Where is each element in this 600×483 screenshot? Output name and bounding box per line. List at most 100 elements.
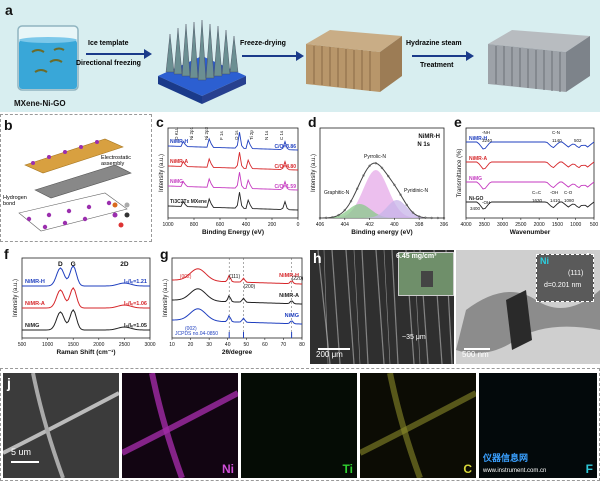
annotation-label: 3240 bbox=[482, 138, 493, 143]
series-label: NiMR-H bbox=[25, 279, 45, 285]
data-point bbox=[374, 161, 378, 165]
dspacing-label: d=0.201 nm bbox=[544, 282, 582, 289]
x-tick-label: 3500 bbox=[479, 222, 490, 228]
series-line-0 bbox=[167, 132, 299, 151]
chart-e-svg: 4000 3500 3000 2500 2000 1500 1000 500 Wavenumbe… bbox=[457, 127, 599, 236]
x-tick-label: 500 bbox=[590, 222, 599, 228]
series-line-3 bbox=[167, 192, 299, 211]
data-point bbox=[424, 216, 427, 219]
x-axis-label: Binding energy (eV) bbox=[351, 229, 412, 236]
plot-frame bbox=[167, 127, 299, 219]
f-map-label: F bbox=[585, 462, 593, 476]
peak-label: O 1s bbox=[234, 130, 239, 140]
annotation-label: 502 bbox=[574, 138, 582, 143]
series-line-0 bbox=[22, 265, 151, 287]
chart-d-svg: 406 404 402 400 398 396 Binding energy (eV) Int… bbox=[311, 127, 448, 236]
chart-g-svg: 10 20 30 40 50 60 70 80 2θ/degree Intensity (a.u.… bbox=[163, 257, 305, 356]
series-line-0 bbox=[171, 268, 303, 285]
x-tick-label: 80 bbox=[299, 342, 305, 348]
plane-label: (111) bbox=[568, 270, 584, 277]
ratio-label: I₀/Iₑ=1.21 bbox=[124, 279, 147, 285]
x-tick-label: 400 bbox=[390, 222, 399, 228]
series-line-1 bbox=[22, 287, 151, 309]
series-line-0 bbox=[466, 141, 595, 150]
panel-label-b: b bbox=[4, 117, 13, 133]
x-axis-label: Raman Shift (cm⁻¹) bbox=[56, 349, 115, 356]
scale-label: 5 um bbox=[11, 447, 32, 457]
c-map-tile: C bbox=[358, 372, 478, 480]
data-point bbox=[386, 174, 390, 178]
x-tick-label: 406 bbox=[316, 222, 325, 228]
series-line-1 bbox=[466, 161, 595, 170]
chart-title: NiMR-H bbox=[418, 134, 440, 140]
step1-top-label: Ice template bbox=[88, 40, 129, 47]
panel-label-f: f bbox=[4, 246, 9, 262]
ratio-label: I₀/Iₑ=1.05 bbox=[124, 323, 147, 329]
envelope-line bbox=[319, 162, 445, 219]
ratio-label: C/O=3.86 bbox=[274, 144, 296, 150]
panel-a-process: a MXene-Ni-GO Ice template Directional f… bbox=[0, 0, 600, 112]
annotation-label: 1080 bbox=[564, 198, 575, 203]
panel-j-eds: j 5 um Ni Ti C 仪器信息网 www.instrument.com.… bbox=[0, 368, 600, 481]
series-line-2 bbox=[167, 172, 299, 191]
beaker-illustration bbox=[17, 25, 79, 91]
density-label: 6.45 mg/cm³ bbox=[396, 253, 437, 260]
x-axis-label: Binding Energy (eV) bbox=[202, 229, 264, 236]
arrow-right-icon bbox=[86, 49, 152, 59]
c-map-label: C bbox=[463, 462, 472, 476]
data-point bbox=[325, 216, 328, 220]
arrow-right-icon bbox=[242, 51, 304, 61]
series-line-2 bbox=[171, 308, 303, 325]
chart-f-raman: f 500 1000 1500 2000 2500 3000 Raman Shift (cm… bbox=[0, 246, 156, 366]
watermark-url: www.instrument.com.cn bbox=[483, 468, 547, 474]
series-label: NiMR-H bbox=[469, 136, 487, 142]
component-fill-0 bbox=[320, 170, 444, 218]
x-tick-label: 50 bbox=[244, 342, 250, 348]
step3-bottom-label: Treatment bbox=[420, 62, 454, 69]
panel-label-d: d bbox=[308, 114, 317, 130]
x-tick-label: 70 bbox=[281, 342, 287, 348]
data-point bbox=[442, 216, 446, 220]
data-point bbox=[399, 193, 402, 196]
annotation-label: C=C bbox=[532, 190, 542, 195]
peak-label: (002) bbox=[180, 274, 192, 280]
peak-label: (200) bbox=[244, 284, 256, 290]
peak-label: Ni 2p1 bbox=[189, 126, 194, 140]
x-tick-label: 2000 bbox=[534, 222, 545, 228]
series-label: Ti3C2Tx MXene bbox=[170, 199, 207, 205]
plot-frame bbox=[465, 127, 595, 219]
series-line-1 bbox=[171, 288, 303, 305]
x-tick-label: 404 bbox=[341, 222, 350, 228]
x-tick-label: 20 bbox=[188, 342, 194, 348]
data-point bbox=[318, 216, 322, 220]
peak-label: (111) bbox=[229, 274, 240, 280]
ice-template-illustration bbox=[158, 19, 246, 104]
data-point bbox=[436, 216, 440, 220]
reference-label: JCPDS no.04-0850 bbox=[175, 331, 218, 337]
series-line-3 bbox=[466, 201, 595, 210]
annotation-label: -NH bbox=[482, 130, 490, 135]
data-point bbox=[380, 166, 384, 170]
component-label: Pyridinic-N bbox=[404, 188, 429, 194]
x-tick-label: 3000 bbox=[497, 222, 508, 228]
data-point bbox=[331, 215, 334, 219]
data-point bbox=[343, 208, 346, 212]
arrow-right-icon bbox=[412, 51, 474, 61]
y-axis-label: Intensity (a.u.) bbox=[163, 279, 169, 317]
component-label: Graphitic-N bbox=[324, 190, 350, 196]
x-tick-label: 600 bbox=[216, 222, 225, 228]
annotation-label: 3400 bbox=[470, 206, 481, 211]
annotation-label: -OH bbox=[482, 200, 490, 205]
aerogel-illustration bbox=[306, 30, 402, 92]
data-point bbox=[356, 187, 359, 190]
peak-label: (002) bbox=[185, 326, 197, 332]
data-point bbox=[405, 203, 409, 207]
assembly-schematic bbox=[18, 138, 132, 232]
annotation-label: 1140 bbox=[552, 138, 562, 143]
step3-top-label: Hydrazine steam bbox=[406, 40, 462, 47]
peak-label: (220) bbox=[292, 276, 304, 282]
x-tick-label: 500 bbox=[18, 342, 27, 348]
series-label: NiMR-A bbox=[469, 156, 487, 162]
f-map-tile: 仪器信息网 www.instrument.com.cn F bbox=[479, 373, 597, 478]
x-tick-label: 10 bbox=[169, 342, 175, 348]
